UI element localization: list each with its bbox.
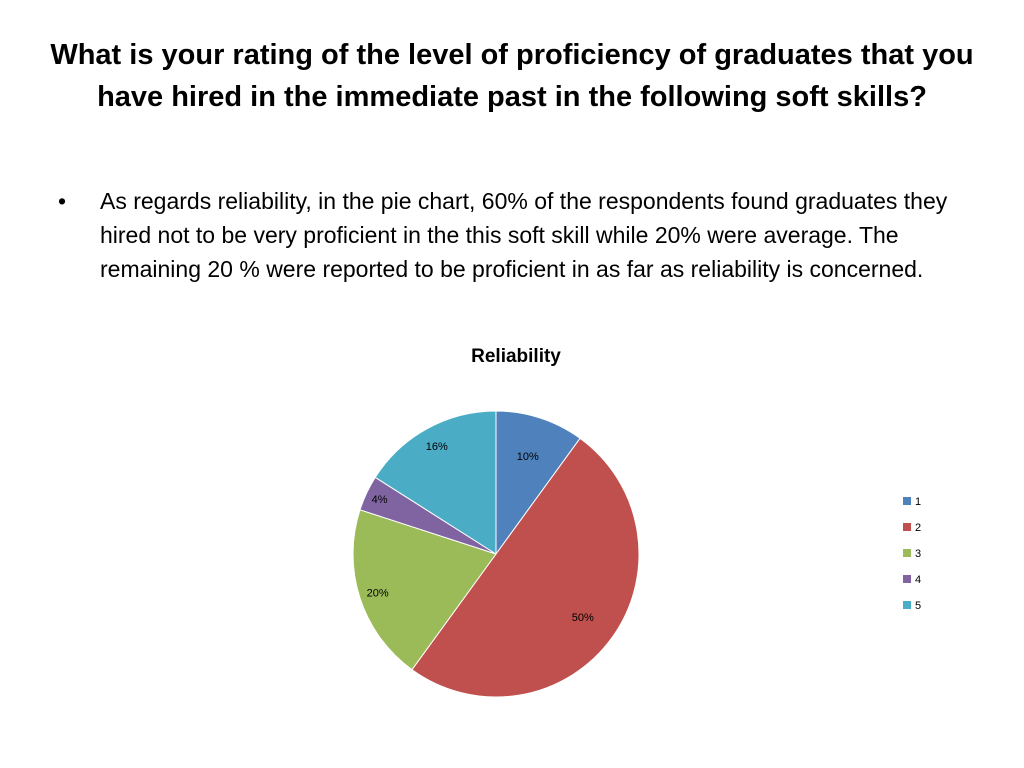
legend-label-3: 3 xyxy=(915,548,921,560)
legend-swatch-1 xyxy=(903,497,911,505)
legend-swatch-3 xyxy=(903,549,911,557)
bullet-point: • As regards reliability, in the pie cha… xyxy=(58,184,958,286)
legend-label-5: 5 xyxy=(915,600,921,612)
legend-swatch-5 xyxy=(903,601,911,609)
pie-slices xyxy=(352,410,640,698)
pie-slice-label-5: 16% xyxy=(426,441,448,453)
legend-label-1: 1 xyxy=(915,496,921,508)
legend-label-4: 4 xyxy=(915,574,921,586)
pie-slice-1 xyxy=(495,410,581,556)
legend-label-2: 2 xyxy=(915,522,921,534)
pie-slice-2 xyxy=(411,437,640,698)
pie-slice-label-3: 20% xyxy=(367,587,389,599)
pie-slice-5 xyxy=(374,410,497,555)
chart-title: Reliability xyxy=(471,346,561,367)
chart-legend: 1 2 3 4 5 xyxy=(903,496,921,612)
pie-slice-3 xyxy=(352,509,497,671)
slide-title: What is your rating of the level of prof… xyxy=(50,39,974,113)
bullet-text: As regards reliability, in the pie chart… xyxy=(100,188,948,282)
bullet-symbol: • xyxy=(58,188,67,214)
legend-swatch-2 xyxy=(903,523,911,531)
pie-slice-labels: 10% 50% 20% 4% 16% xyxy=(367,441,594,624)
pie-slice-label-2: 50% xyxy=(572,612,594,624)
pie-slice-label-4: 4% xyxy=(372,494,388,506)
legend-swatch-4 xyxy=(903,575,911,583)
pie-slice-label-1: 10% xyxy=(517,451,539,463)
